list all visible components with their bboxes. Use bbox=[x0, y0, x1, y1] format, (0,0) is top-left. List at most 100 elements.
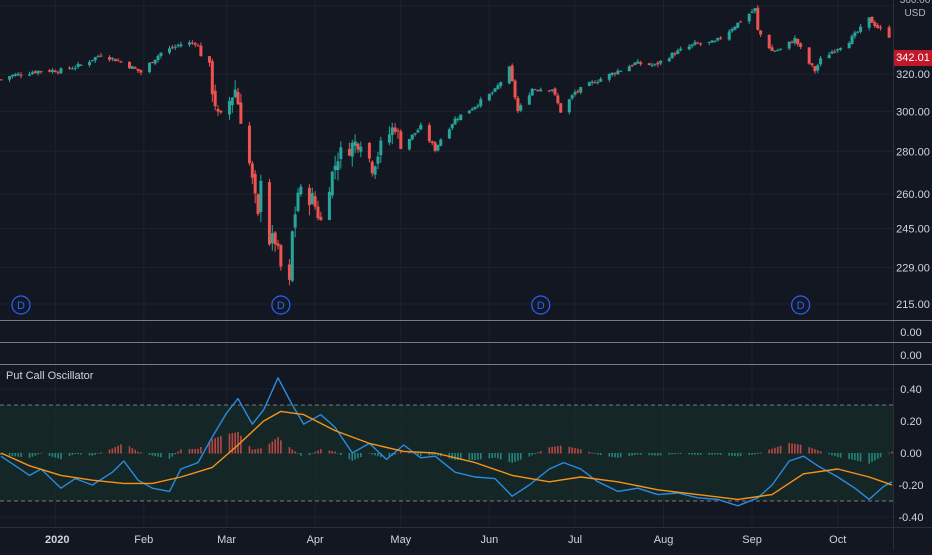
candle bbox=[56, 70, 60, 75]
candle bbox=[196, 43, 200, 47]
axis-layer[interactable]: 2020 Feb Mar Apr May Jun Jul Aug Sep Oct 320.00 300… bbox=[45, 69, 930, 546]
candle bbox=[199, 42, 203, 57]
osc-histogram-bar bbox=[588, 451, 591, 454]
osc-histogram-bar bbox=[811, 448, 813, 454]
osc-histogram-bar bbox=[659, 453, 662, 456]
osc-histogram-bar bbox=[8, 453, 11, 456]
candle bbox=[876, 23, 880, 29]
candle-body bbox=[756, 7, 760, 30]
candle bbox=[170, 44, 174, 50]
candle-body bbox=[96, 56, 100, 58]
price-tick-label: 245.00 bbox=[896, 223, 930, 235]
osc-histogram-bar bbox=[154, 453, 157, 457]
osc-histogram-bar bbox=[494, 453, 496, 458]
osc-histogram-bar bbox=[699, 453, 702, 455]
osc-histogram-bar bbox=[799, 444, 802, 454]
candle bbox=[399, 129, 403, 150]
candle bbox=[750, 9, 754, 14]
candle bbox=[356, 142, 360, 153]
candle-body bbox=[319, 216, 323, 220]
candle bbox=[433, 140, 437, 153]
osc-histogram-bar bbox=[648, 453, 651, 456]
candle bbox=[827, 52, 831, 59]
osc-histogram-bar bbox=[874, 453, 876, 461]
candle-body bbox=[596, 81, 600, 83]
candle bbox=[148, 62, 151, 74]
osc-histogram-bar bbox=[51, 453, 54, 457]
candle-body bbox=[630, 65, 634, 67]
candle-body bbox=[390, 127, 394, 136]
candle-body bbox=[250, 163, 254, 178]
osc-histogram-bar bbox=[317, 450, 319, 454]
osc-histogram-bar bbox=[300, 453, 302, 456]
candle bbox=[767, 34, 771, 50]
candle-body bbox=[19, 74, 23, 76]
candle-body bbox=[410, 134, 414, 140]
candle bbox=[447, 127, 451, 140]
candle-body bbox=[36, 70, 40, 74]
price-tick-label: 260.00 bbox=[896, 189, 930, 201]
osc-histogram-bar bbox=[477, 453, 479, 460]
osc-histogram-bar bbox=[716, 453, 719, 455]
osc-histogram-bar bbox=[340, 453, 342, 455]
candle bbox=[233, 80, 237, 99]
candle bbox=[113, 58, 117, 62]
osc-histogram-bar bbox=[14, 453, 17, 457]
hist-layer bbox=[0, 432, 893, 464]
candle-body bbox=[73, 67, 77, 69]
candle-body bbox=[336, 161, 340, 171]
candle bbox=[50, 67, 54, 74]
osc-histogram-bar bbox=[194, 448, 196, 454]
osc-histogram-bar bbox=[240, 435, 242, 454]
candle-body bbox=[193, 43, 197, 45]
osc-histogram-bar bbox=[374, 453, 376, 456]
osc-histogram-bar bbox=[774, 447, 776, 454]
dividend-circle bbox=[531, 295, 551, 315]
osc-histogram-bar bbox=[868, 453, 870, 464]
candle-body bbox=[573, 92, 577, 95]
candle bbox=[8, 75, 12, 83]
candle-body bbox=[276, 243, 280, 246]
candle-body bbox=[530, 88, 534, 96]
candle bbox=[476, 103, 480, 109]
candle-body bbox=[693, 42, 697, 45]
candle-body bbox=[256, 194, 260, 214]
candle bbox=[659, 60, 663, 66]
candle-body bbox=[513, 80, 517, 98]
candle bbox=[573, 89, 577, 97]
oscillator-title[interactable]: Put Call Oscillator bbox=[6, 370, 94, 382]
osc-histogram-bar bbox=[814, 449, 816, 454]
candle-body bbox=[467, 110, 471, 114]
candle bbox=[887, 25, 891, 39]
candle-body bbox=[296, 192, 300, 212]
candle-body bbox=[719, 37, 723, 39]
osc-histogram-bar bbox=[271, 441, 274, 454]
candle bbox=[499, 81, 503, 89]
candle bbox=[313, 191, 317, 210]
candle bbox=[739, 20, 743, 23]
osc-histogram-bar bbox=[471, 453, 474, 460]
x-tick-label: Sep bbox=[742, 534, 762, 546]
candle-body bbox=[813, 66, 817, 72]
osc-histogram-bar bbox=[91, 453, 94, 456]
candle bbox=[128, 61, 132, 69]
candle bbox=[493, 87, 497, 93]
osc-histogram-bar bbox=[288, 447, 291, 454]
osc-histogram-bar bbox=[419, 453, 422, 456]
candles-layer[interactable] bbox=[0, 5, 891, 286]
osc-histogram-bar bbox=[488, 453, 491, 459]
candle-body bbox=[196, 45, 200, 47]
osc-histogram-bar bbox=[57, 453, 59, 459]
osc-tick-label: -0.20 bbox=[898, 480, 923, 492]
candle-body bbox=[816, 65, 820, 71]
candle bbox=[636, 59, 640, 64]
osc-histogram-bar bbox=[214, 438, 216, 454]
candle bbox=[733, 25, 737, 31]
osc-histogram-bar bbox=[528, 453, 531, 457]
dividend-marker: D bbox=[791, 295, 811, 315]
candle-body bbox=[233, 89, 237, 98]
osc-histogram-bar bbox=[828, 453, 830, 455]
